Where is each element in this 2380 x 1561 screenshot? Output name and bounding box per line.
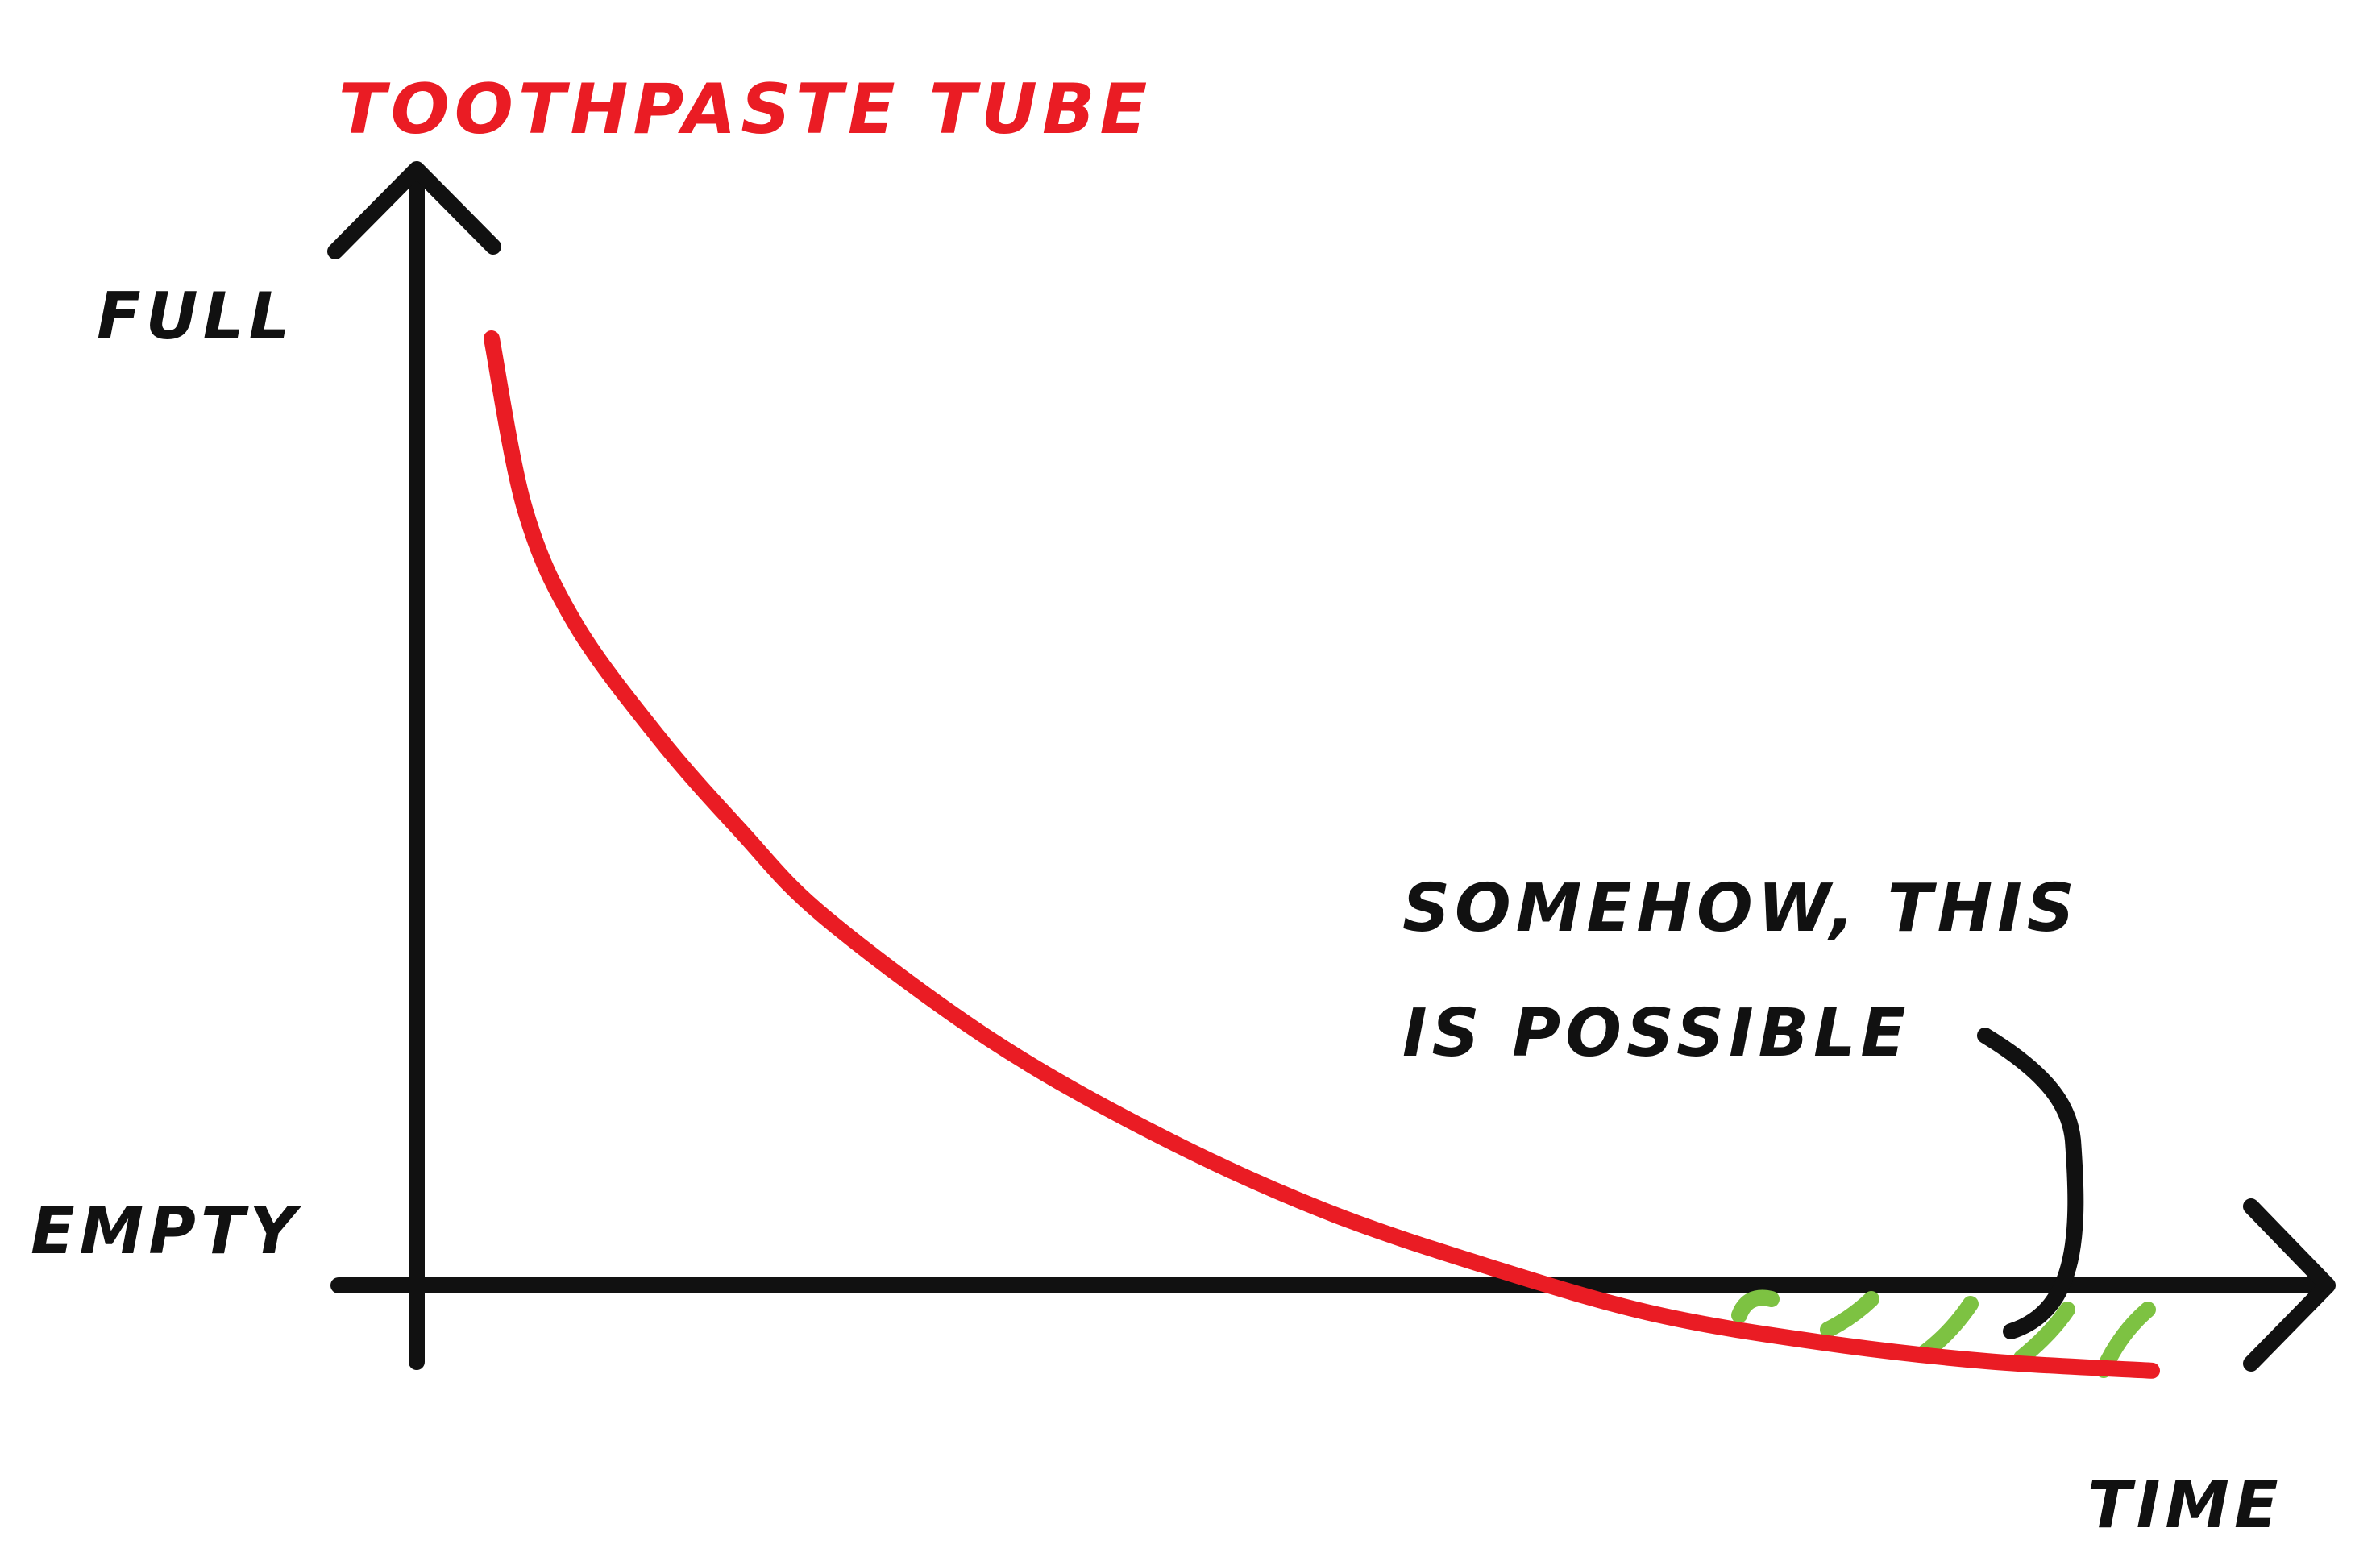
- axes: [327, 161, 2336, 1372]
- x-axis-label: TIME: [2087, 1468, 2283, 1542]
- series-line-toothpaste: [484, 330, 2160, 1379]
- hatch-mark: [1731, 1289, 1780, 1323]
- y-label-empty: EMPTY: [31, 1194, 301, 1268]
- hatch-mark: [1915, 1296, 1979, 1362]
- chart-title: TOOTHPASTE TUBE: [339, 69, 1152, 150]
- hatch-mark: [2013, 1302, 2075, 1366]
- annotation-line-1: SOMEHOW, THIS: [1402, 870, 2079, 947]
- annotation-line-2: IS POSSIBLE: [1402, 995, 1910, 1072]
- y-label-full: FULL: [97, 279, 295, 354]
- annotation-pointer: [1977, 1028, 2084, 1339]
- hatch-mark: [1820, 1291, 1879, 1338]
- y-axis-arrowhead: [327, 161, 501, 259]
- x-axis-arrowhead: [2243, 1198, 2336, 1372]
